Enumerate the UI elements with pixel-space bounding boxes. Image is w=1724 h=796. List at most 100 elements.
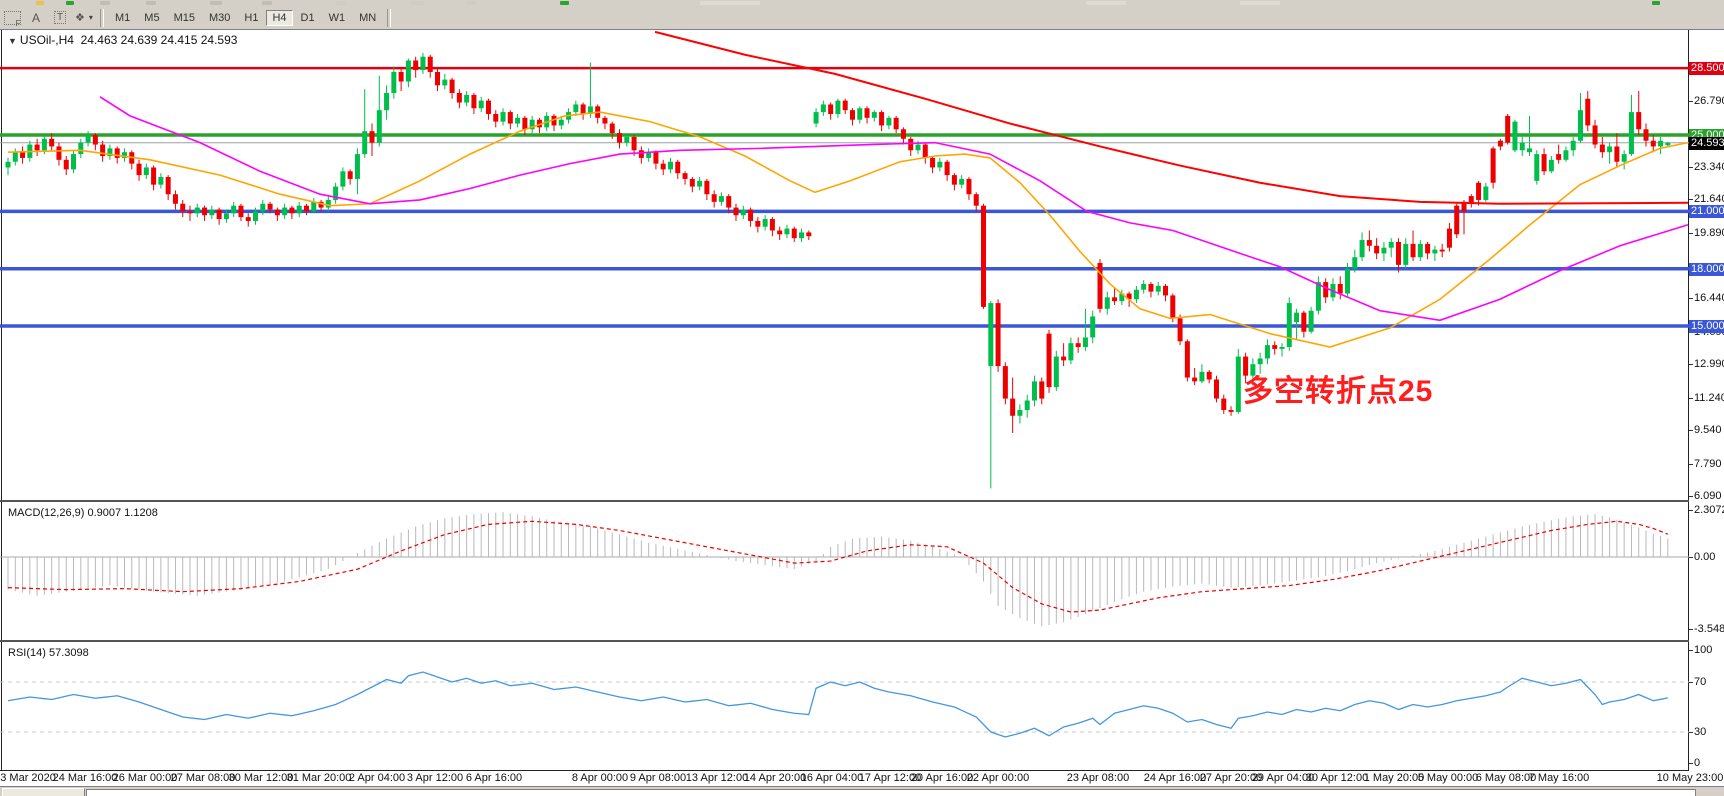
chart-tab[interactable] — [2, 788, 85, 796]
toolbar-partial-icon — [1086, 1, 1126, 5]
time-axis-label: 23 Apr 08:00 — [1066, 772, 1130, 784]
price-tick: 6.090 — [1694, 490, 1722, 503]
time-axis-label: 13 Apr 12:00 — [685, 772, 749, 784]
rsi-axis-tick: 70 — [1694, 676, 1707, 688]
toolbar-partial-icon — [146, 1, 156, 5]
text-label-button[interactable]: A — [25, 9, 47, 27]
time-axis-label: 16 Apr 04:00 — [800, 772, 864, 784]
time-axis-label: 27 Apr 20:00 — [1199, 772, 1263, 784]
timeframe-m15-button[interactable]: M15 — [173, 11, 195, 24]
axis-tick-dash — [1689, 397, 1693, 399]
timeframe-w1-button[interactable]: W1 — [328, 11, 346, 24]
chart-ohlc-title: ▼ USOil-,H4 24.463 24.639 24.415 24.593 — [8, 33, 237, 47]
axis-tick-dash — [1689, 430, 1693, 432]
price-tick: 7.790 — [1694, 457, 1722, 470]
time-axis-label: 31 Mar 20:00 — [286, 772, 352, 784]
toolbar-partial-icon — [210, 1, 222, 5]
indicator-arrows-button[interactable]: ❖ ▾ — [73, 9, 95, 27]
text-label-icon: A — [31, 10, 40, 25]
ma-orange-line — [7, 111, 1689, 348]
rsi-line — [7, 671, 1668, 738]
ohlc-values: 24.463 24.639 24.415 24.593 — [80, 33, 238, 47]
toolbar-partial-icon — [466, 1, 476, 5]
time-axis-label: 30 Mar 12:00 — [228, 772, 294, 784]
timeframe-m1-button[interactable]: M1 — [115, 11, 131, 24]
axis-tick-dash — [1689, 629, 1693, 631]
time-axis-label: 30 Apr 12:00 — [1305, 772, 1369, 784]
time-axis-label: 3 Apr 12:00 — [406, 772, 464, 784]
toolbar-partial-icon — [262, 1, 272, 5]
chart-left-border — [1, 30, 2, 770]
timeframe-mn-button[interactable]: MN — [359, 11, 377, 24]
axis-tick-dash — [1689, 364, 1693, 366]
toolbar-separator — [100, 8, 104, 27]
axis-tick-dash — [1689, 298, 1693, 300]
time-axis-label: 10 May 23:00 — [1656, 772, 1724, 784]
axis-tick-dash — [1689, 650, 1693, 651]
toolbar-partial-icon — [1652, 1, 1660, 5]
price-axis[interactable]: 26.79023.34021.64019.89016.44014.69012.9… — [1689, 30, 1724, 771]
toolbar-partial-icon — [66, 1, 74, 5]
time-axis-label: 24 Apr 16:00 — [1143, 772, 1207, 784]
main-price-chart[interactable] — [0, 30, 1689, 500]
rsi-axis-tick: 100 — [1694, 644, 1713, 656]
toolbar-partial-icon — [336, 1, 346, 5]
current-price-label: 24.593 — [1689, 136, 1724, 150]
price-tick: 26.790 — [1694, 94, 1724, 107]
chart-toolbar: F A T ❖ ▾ M1 M5 M15 M30 H1 H4 D1 W1 MN — [0, 6, 1724, 30]
toolbar-partial-icon — [700, 1, 760, 5]
chart-tab-bar — [0, 786, 1724, 796]
macd-panel-splitter[interactable] — [0, 500, 1724, 502]
price-tick: 23.340 — [1694, 160, 1724, 173]
text-box-icon: T — [53, 11, 67, 24]
macd-panel[interactable] — [0, 502, 1689, 640]
timeframe-h1-button[interactable]: H1 — [244, 11, 259, 24]
time-axis-label: 8 Apr 00:00 — [571, 772, 629, 784]
rsi-axis-tick: 0 — [1694, 757, 1701, 769]
macd-histogram — [7, 512, 1669, 627]
toolbar-partial-icon — [36, 1, 44, 5]
chart-title-caret-icon[interactable]: ▼ — [8, 36, 17, 46]
toolbar-partial-icon — [410, 1, 424, 5]
symbol-name: USOil-,H4 — [19, 33, 74, 47]
time-axis-label: 6 Apr 16:00 — [465, 772, 523, 784]
time-axis-label: 24 Mar 16:00 — [52, 772, 118, 784]
price-axis-border — [1688, 30, 1689, 771]
time-axis-label: 22 Apr 00:00 — [966, 772, 1030, 784]
axis-tick-dash — [1689, 509, 1693, 511]
axis-tick-dash — [1689, 496, 1693, 498]
rsi-panel[interactable] — [0, 642, 1689, 770]
ma-magenta-line — [99, 96, 1689, 322]
time-axis-label: 17 Apr 12:00 — [858, 772, 922, 784]
time-axis-label: 9 Apr 08:00 — [629, 772, 687, 784]
price-tick: 12.990 — [1694, 358, 1724, 371]
axis-tick-dash — [1689, 199, 1693, 201]
time-axis-label: 6 May 08:00 — [1475, 772, 1537, 784]
toolbar-partial-icon — [100, 1, 110, 5]
time-axis-label: 7 May 16:00 — [1528, 772, 1590, 784]
rsi-axis-tick: 30 — [1694, 726, 1707, 738]
timeframe-d1-button[interactable]: D1 — [300, 11, 315, 24]
hline-price-label: 18.000 — [1689, 262, 1724, 276]
time-axis-label: 29 Apr 04:00 — [1251, 772, 1315, 784]
price-tick: 11.240 — [1694, 391, 1724, 404]
price-tick: 16.440 — [1694, 292, 1724, 305]
time-axis-label: 1 May 20:00 — [1363, 772, 1425, 784]
time-axis-label: 27 Mar 08:00 — [170, 772, 236, 784]
time-axis-label: 26 Mar 00:00 — [112, 772, 178, 784]
timeframe-h4-button[interactable]: H4 — [266, 9, 293, 26]
time-axis[interactable]: 23 Mar 2020 24 Mar 16:00 26 Mar 00:00 27 Ma… — [0, 771, 1724, 786]
rsi-panel-splitter[interactable] — [0, 640, 1724, 642]
timeframe-m30-button[interactable]: M30 — [208, 11, 231, 24]
axis-tick-dash — [1689, 763, 1693, 764]
chart-annotation-text: 多空转折点25 — [1243, 375, 1434, 408]
text-box-button[interactable]: T — [49, 9, 71, 27]
macd-label: MACD(12,26,9) 0.9007 1.1208 — [8, 507, 158, 519]
timeframe-m5-button[interactable]: M5 — [144, 11, 160, 24]
indicator-arrows-icon: ❖ — [75, 12, 85, 24]
snap-to-grid-button[interactable]: F — [1, 9, 23, 28]
ma-red-line — [654, 30, 1689, 205]
rsi-label: RSI(14) 57.3098 — [8, 647, 89, 659]
time-axis-label: 5 May 00:00 — [1417, 772, 1479, 784]
